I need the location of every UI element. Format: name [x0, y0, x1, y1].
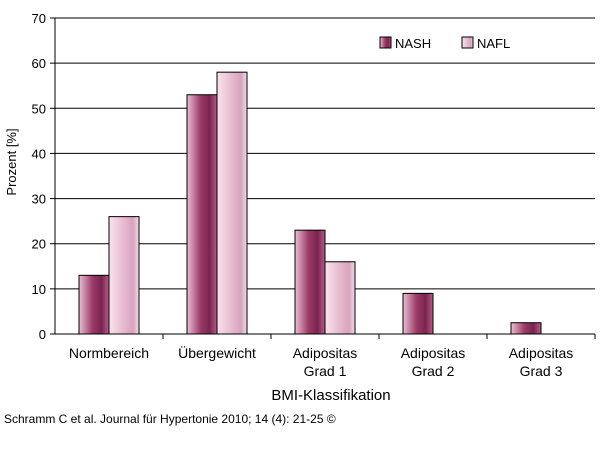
source-citation: Schramm C et al. Journal für Hypertonie … — [4, 412, 336, 426]
legend-swatch-nash — [379, 36, 392, 49]
x-tick-label: Übergewicht — [178, 344, 256, 361]
y-tick-label: 60 — [32, 56, 46, 71]
x-tick-label: Adipositas — [509, 345, 574, 361]
x-tick-label: Adipositas — [401, 345, 466, 361]
gridlines — [55, 17, 595, 290]
bar-chart: 0 10 20 30 40 50 60 70 Normbereich Übergewicht Adi… — [4, 11, 596, 404]
y-tick-label: 10 — [32, 282, 46, 297]
legend-label-nafl: NAFL — [477, 36, 510, 51]
y-tick-label: 20 — [32, 237, 46, 252]
x-tick-label: Grad 3 — [520, 363, 563, 379]
bar-nash — [510, 322, 542, 335]
y-tick-label: 70 — [32, 11, 46, 26]
bar-nafl — [324, 261, 356, 335]
x-axis-title: BMI-Klassifikation — [271, 387, 390, 404]
bar-nash — [294, 229, 326, 335]
y-tick-label: 50 — [32, 101, 46, 116]
bar-nash — [186, 94, 218, 335]
y-axis-title: Prozent [%] — [4, 128, 19, 195]
y-tick-label: 30 — [32, 192, 46, 207]
bar-nash — [78, 274, 110, 335]
x-tick-label: Normbereich — [69, 345, 149, 361]
legend-label-nash: NASH — [395, 36, 431, 51]
y-tick-label: 0 — [39, 327, 46, 342]
legend: NASH NAFL — [379, 36, 510, 51]
x-tick-label: Grad 2 — [412, 363, 455, 379]
bars — [78, 71, 542, 335]
axes: 0 10 20 30 40 50 60 70 Normbereich Übergewicht Adi… — [32, 11, 596, 379]
x-tick-label: Adipositas — [293, 345, 358, 361]
bar-nafl — [216, 71, 248, 335]
x-tick-label: Grad 1 — [304, 363, 347, 379]
legend-swatch-nafl — [461, 36, 474, 49]
bar-nash — [402, 292, 434, 335]
y-tick-label: 40 — [32, 146, 46, 161]
bar-nafl — [108, 216, 140, 335]
